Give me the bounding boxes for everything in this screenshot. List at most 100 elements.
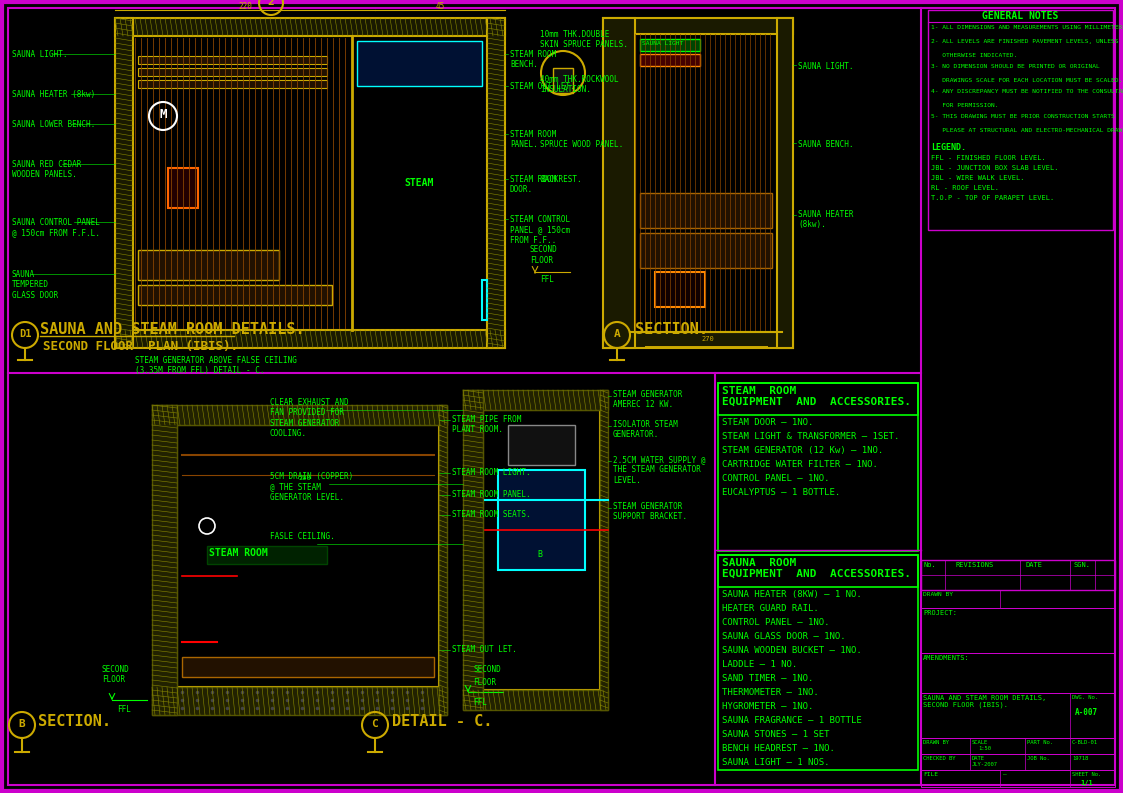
Text: SAUNA HEATER (8kw): SAUNA HEATER (8kw) (12, 90, 95, 99)
Bar (655, 272, 705, 307)
Text: 2.5CM WATER SUPPLY @
THE STEAM GENERATOR
LEVEL.: 2.5CM WATER SUPPLY @ THE STEAM GENERATOR… (613, 455, 705, 485)
Text: EQUIPMENT  AND  ACCESSORIES.: EQUIPMENT AND ACCESSORIES. (722, 397, 911, 407)
Bar (921, 608, 1115, 653)
Text: 220: 220 (238, 2, 252, 11)
Text: DATE: DATE (1025, 562, 1042, 568)
Bar (921, 754, 1115, 770)
Text: STEAM ROOM PANEL.: STEAM ROOM PANEL. (451, 490, 531, 499)
Text: M: M (159, 109, 166, 121)
Text: CHECKED BY: CHECKED BY (923, 756, 956, 761)
Bar (138, 56, 327, 64)
Bar (777, 18, 793, 348)
Text: SAUNA WOODEN BUCKET – 1NO.: SAUNA WOODEN BUCKET – 1NO. (722, 646, 861, 655)
Text: STEAM GENERATOR
AMEREC 12 KW.: STEAM GENERATOR AMEREC 12 KW. (613, 390, 683, 409)
Text: STEAM OUT LET.: STEAM OUT LET. (451, 645, 517, 654)
Text: 19718: 19718 (1072, 756, 1088, 761)
Text: 4- ANY DISCREPANCY MUST BE NOTIFIED TO THE CONSULTANT: 4- ANY DISCREPANCY MUST BE NOTIFIED TO T… (931, 89, 1123, 94)
Text: STEAM CONTROL
PANEL @ 150cm
FROM F.F..: STEAM CONTROL PANEL @ 150cm FROM F.F.. (510, 215, 570, 245)
Bar (168, 168, 198, 208)
Bar (921, 738, 1115, 754)
Text: DWG. No.: DWG. No. (1072, 695, 1098, 700)
Bar (487, 18, 505, 348)
Text: SAUNA AND STEAM ROOM DETAILS,
SECOND FLOOR (IBIS).: SAUNA AND STEAM ROOM DETAILS, SECOND FLO… (923, 695, 1047, 708)
Text: SAUNA AND STEAM ROOM DETAILS.: SAUNA AND STEAM ROOM DETAILS. (40, 322, 304, 337)
Text: EUCALYPTUS – 1 BOTTLE.: EUCALYPTUS – 1 BOTTLE. (722, 488, 840, 497)
Text: LADDLE – 1 NO.: LADDLE – 1 NO. (722, 660, 797, 669)
Text: STEAM OUT LET.: STEAM OUT LET. (510, 82, 575, 91)
Text: DRAWN BY: DRAWN BY (923, 740, 949, 745)
Text: C: C (372, 719, 378, 729)
Text: STEAM PIPE FROM
PLANT ROOM.: STEAM PIPE FROM PLANT ROOM. (451, 415, 521, 435)
Bar (553, 68, 573, 93)
Text: 270: 270 (702, 336, 714, 342)
Bar (483, 410, 600, 690)
Text: STEAM GENERATOR ABOVE FALSE CEILING
(3.35M FROM FFL) DETAIL - C.: STEAM GENERATOR ABOVE FALSE CEILING (3.3… (135, 356, 296, 375)
Text: No.: No. (923, 562, 935, 568)
Text: STEAM ROOM: STEAM ROOM (209, 548, 267, 558)
Bar (182, 657, 433, 677)
Text: BACKREST.: BACKREST. (540, 175, 582, 184)
Bar (718, 383, 917, 415)
Text: SAUNA CONTROL PANEL
@ 150cm FROM F.F.L.: SAUNA CONTROL PANEL @ 150cm FROM F.F.L. (12, 218, 100, 237)
Text: JLY-2007: JLY-2007 (973, 762, 998, 767)
Text: A-007: A-007 (1075, 708, 1098, 717)
Text: 2- ALL LEVELS ARE FINISHED PAVEMENT LEVELS, UNLESS: 2- ALL LEVELS ARE FINISHED PAVEMENT LEVE… (931, 39, 1119, 44)
Text: B: B (19, 719, 26, 729)
Text: SAUNA FRAGRANCE – 1 BOTTLE: SAUNA FRAGRANCE – 1 BOTTLE (722, 716, 861, 725)
Text: STEAM ROOM
PANEL.: STEAM ROOM PANEL. (510, 130, 556, 149)
Text: DRAWINGS SCALE FOR EACH LOCATION MUST BE SCALED.: DRAWINGS SCALE FOR EACH LOCATION MUST BE… (931, 78, 1122, 83)
Text: PLEASE AT STRUCTURAL AND ELECTRO-MECHANICAL DRAWINGS.: PLEASE AT STRUCTURAL AND ELECTRO-MECHANI… (931, 128, 1123, 133)
Text: STEAM ROOM
DOOR.: STEAM ROOM DOOR. (510, 175, 556, 194)
Bar (603, 18, 793, 34)
Text: EQUIPMENT  AND  ACCESSORIES.: EQUIPMENT AND ACCESSORIES. (722, 569, 911, 579)
Text: SAUNA LIGHT.: SAUNA LIGHT. (798, 62, 853, 71)
Bar (463, 390, 483, 710)
Text: SAUNA STONES – 1 SET: SAUNA STONES – 1 SET (722, 730, 830, 739)
Text: CLEAR EXHAUST AND
FAN PROVIDED FOR
STEAM GENERATOR
COOLING.: CLEAR EXHAUST AND FAN PROVIDED FOR STEAM… (270, 398, 348, 439)
Bar (718, 383, 917, 551)
Text: STEAM ROOM LIGHT.: STEAM ROOM LIGHT. (451, 468, 531, 477)
Text: —: — (1003, 772, 1006, 777)
Bar (497, 470, 585, 570)
Bar (357, 41, 482, 86)
Bar (640, 193, 772, 228)
Text: REVISIONS: REVISIONS (955, 562, 993, 568)
Text: A: A (613, 329, 620, 339)
Bar (921, 653, 1115, 693)
Text: 3- NO DIMENSION SHOULD BE PRINTED OR ORIGINAL: 3- NO DIMENSION SHOULD BE PRINTED OR ORI… (931, 64, 1099, 69)
Text: SAUNA
TEMPERED
GLASS DOOR: SAUNA TEMPERED GLASS DOOR (12, 270, 58, 300)
Text: FLOOR: FLOOR (473, 678, 496, 687)
Bar (177, 425, 439, 687)
Text: SAUNA HEATER (8KW) – 1 NO.: SAUNA HEATER (8KW) – 1 NO. (722, 590, 861, 599)
Text: T.O.P - TOP OF PARAPET LEVEL.: T.O.P - TOP OF PARAPET LEVEL. (931, 195, 1054, 201)
Bar (115, 18, 133, 348)
Bar (603, 332, 793, 348)
Bar (138, 68, 327, 76)
Text: SAUNA LIGHT.: SAUNA LIGHT. (12, 50, 67, 59)
Text: FFL: FFL (117, 705, 131, 714)
Text: DATE: DATE (973, 756, 985, 761)
Text: SAUNA RED CEDAR
WOODEN PANELS.: SAUNA RED CEDAR WOODEN PANELS. (12, 160, 81, 179)
Bar (482, 280, 487, 320)
Text: STEAM  ROOM: STEAM ROOM (722, 386, 796, 396)
Bar (600, 390, 608, 710)
Bar (152, 405, 447, 425)
Text: 1/1: 1/1 (1080, 780, 1093, 786)
Bar (718, 555, 917, 587)
Bar (921, 590, 1115, 608)
Bar (921, 560, 1115, 590)
Bar (928, 10, 1113, 230)
Text: STEAM GENERATOR (12 Kw) – 1NO.: STEAM GENERATOR (12 Kw) – 1NO. (722, 446, 884, 455)
Text: 10mm THK.DOUBLE
SKIN SPRUCE PANELS.: 10mm THK.DOUBLE SKIN SPRUCE PANELS. (540, 30, 628, 49)
Text: FFL: FFL (473, 698, 487, 707)
Text: PROJECT:: PROJECT: (923, 610, 957, 616)
Text: HEATER GUARD RAIL.: HEATER GUARD RAIL. (722, 604, 819, 613)
Text: SECOND
FLOOR: SECOND FLOOR (102, 665, 130, 684)
Bar (463, 690, 608, 710)
Text: PART No.: PART No. (1028, 740, 1053, 745)
Text: CONTROL PANEL – 1NO.: CONTROL PANEL – 1NO. (722, 618, 830, 627)
Text: STEAM: STEAM (404, 178, 433, 188)
Text: SGN.: SGN. (1072, 562, 1090, 568)
Text: SAUNA GLASS DOOR – 1NO.: SAUNA GLASS DOOR – 1NO. (722, 632, 846, 641)
Bar (718, 555, 917, 770)
